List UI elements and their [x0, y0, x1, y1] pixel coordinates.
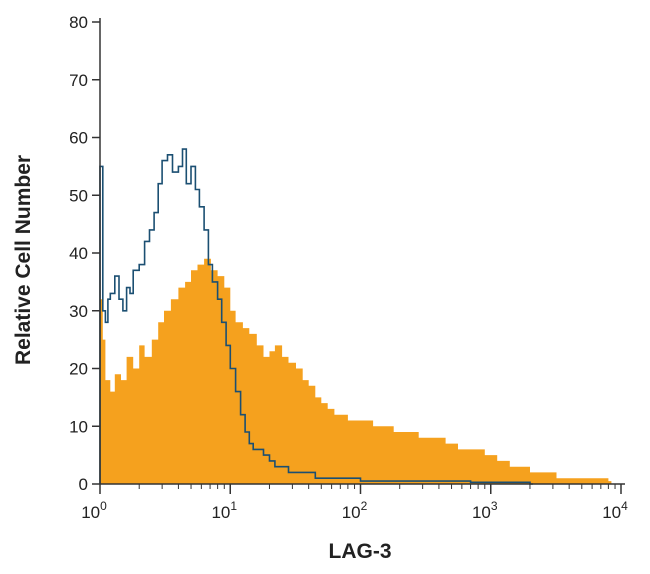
y-tick-label: 30 — [69, 302, 88, 321]
x-tick-label: 104 — [602, 499, 628, 522]
y-tick-label: 20 — [69, 360, 88, 379]
y-tick-label: 10 — [69, 417, 88, 436]
x-tick-label: 101 — [211, 499, 237, 522]
axes — [92, 18, 625, 494]
y-tick-label: 40 — [69, 244, 88, 263]
plot-area — [99, 148, 612, 485]
x-tick-label: 102 — [342, 499, 368, 522]
y-tick-label: 0 — [79, 475, 88, 494]
y-tick-label: 60 — [69, 129, 88, 148]
histogram-series-filled — [100, 258, 612, 484]
x-tick-label: 100 — [81, 499, 107, 522]
x-axis-title: LAG-3 — [329, 540, 392, 563]
y-tick-label: 70 — [69, 71, 88, 90]
y-tick-label: 80 — [69, 13, 88, 32]
tick-labels: 0 10 20 30 40 50 60 70 80 100 101 102 103 104 — [69, 13, 628, 522]
histogram-series-outline — [99, 148, 533, 485]
y-axis-title: Relative Cell Number — [12, 155, 35, 365]
y-tick-label: 50 — [69, 186, 88, 205]
x-tick-label: 103 — [472, 499, 498, 522]
